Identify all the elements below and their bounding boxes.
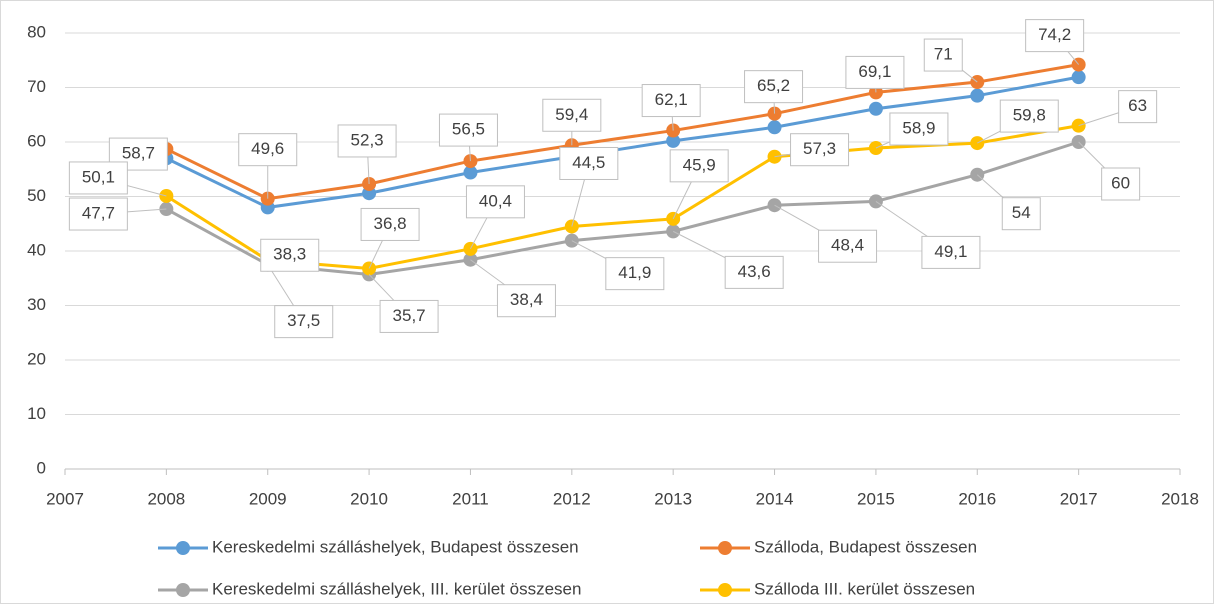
label-box <box>559 146 619 180</box>
x-tick-label: 2010 <box>350 489 388 508</box>
label-box <box>845 55 905 89</box>
label-box <box>1001 197 1041 231</box>
data-label: 74,2 <box>1038 25 1071 44</box>
y-tick-label: 20 <box>27 349 46 368</box>
legend-marker <box>176 541 190 555</box>
data-label: 52,3 <box>351 130 384 149</box>
label-box <box>641 84 701 118</box>
data-label: 62,1 <box>655 90 688 109</box>
data-label: 43,6 <box>738 262 771 281</box>
label-box <box>260 238 320 272</box>
y-tick-label: 10 <box>27 404 46 423</box>
x-tick-label: 2009 <box>249 489 287 508</box>
x-tick-label: 2016 <box>958 489 996 508</box>
legend-label: Kereskedelmi szálláshelyek, Budapest öss… <box>212 537 579 556</box>
x-tick-label: 2007 <box>46 489 84 508</box>
label-box <box>790 133 850 167</box>
legend-marker <box>718 583 732 597</box>
point <box>666 133 681 148</box>
label-box <box>923 38 963 72</box>
x-tick-label: 2011 <box>452 489 489 508</box>
data-label: 37,5 <box>287 311 320 330</box>
label-box <box>465 185 525 219</box>
point <box>868 101 883 116</box>
label-box <box>542 98 602 132</box>
data-label: 69,1 <box>858 62 891 81</box>
series-line <box>165 75 1079 209</box>
label-box <box>605 257 665 291</box>
labels-group: 58,7 49,6 52,3 56,5 59,4 62,1 65,2 69,1 71 74,2 47… <box>68 19 1158 339</box>
data-label: 50,1 <box>82 167 115 186</box>
x-tick-label: 2015 <box>857 489 895 508</box>
y-tick-label: 40 <box>27 240 46 259</box>
data-label: 44,5 <box>572 153 605 172</box>
y-tick-label: 30 <box>27 295 46 314</box>
label-box <box>921 235 981 269</box>
legend-label: Kereskedelmi szálláshelyek, III. kerület… <box>212 579 581 598</box>
data-label: 59,4 <box>555 105 588 124</box>
label-box <box>438 113 498 147</box>
data-label: 57,3 <box>803 139 836 158</box>
data-label: 58,7 <box>122 144 155 163</box>
label-box <box>1025 19 1085 53</box>
data-label: 49,6 <box>251 139 284 158</box>
legend-label: Szálloda, Budapest összesen <box>754 537 977 556</box>
legend-marker <box>176 583 190 597</box>
data-label: 58,9 <box>902 118 935 137</box>
y-tick-label: 50 <box>27 186 46 205</box>
label-box <box>1101 167 1141 201</box>
data-label: 35,7 <box>393 306 426 325</box>
label-box <box>68 161 128 195</box>
x-tick-label: 2018 <box>1161 489 1199 508</box>
data-label: 38,4 <box>510 290 543 309</box>
legend-label: Szálloda III. kerület összesen <box>754 579 975 598</box>
series-line <box>165 63 1079 201</box>
x-tick-label: 2014 <box>756 489 794 508</box>
legend-marker <box>718 541 732 555</box>
point <box>1071 70 1086 85</box>
data-label: 40,4 <box>479 191 512 210</box>
point <box>463 165 478 180</box>
data-label: 59,8 <box>1013 106 1046 125</box>
x-tick-label: 2012 <box>553 489 591 508</box>
data-label: 60 <box>1111 173 1130 192</box>
data-label: 41,9 <box>618 263 651 282</box>
label-box <box>337 124 397 158</box>
label-box <box>744 70 804 104</box>
label-box <box>379 299 439 333</box>
point <box>767 120 782 135</box>
data-label: 63 <box>1128 96 1147 115</box>
data-label: 71 <box>934 45 953 64</box>
data-label: 56,5 <box>452 120 485 139</box>
data-label: 38,3 <box>273 245 306 264</box>
data-label: 54 <box>1012 203 1031 222</box>
data-label: 65,2 <box>757 76 790 95</box>
label-box <box>818 229 878 263</box>
label-box <box>669 149 729 183</box>
x-tick-label: 2008 <box>147 489 185 508</box>
x-tick-label: 2017 <box>1060 489 1098 508</box>
label-box <box>496 284 556 318</box>
label-box <box>238 133 298 167</box>
data-label: 48,4 <box>831 236 864 255</box>
x-tick-label: 2013 <box>654 489 692 508</box>
label-box <box>360 207 420 241</box>
data-label: 47,7 <box>82 204 115 223</box>
data-label: 49,1 <box>934 242 967 261</box>
y-tick-label: 80 <box>27 22 46 41</box>
data-label: 45,9 <box>683 155 716 174</box>
label-box <box>68 197 128 231</box>
y-tick-label: 70 <box>27 77 46 96</box>
point <box>970 88 985 103</box>
label-box <box>1118 90 1158 124</box>
y-tick-label: 60 <box>27 131 46 150</box>
data-label: 36,8 <box>374 214 407 233</box>
y-tick-label: 0 <box>37 458 46 477</box>
label-box <box>724 255 784 289</box>
label-box <box>889 112 949 146</box>
label-box <box>999 99 1059 133</box>
label-box <box>274 305 334 339</box>
